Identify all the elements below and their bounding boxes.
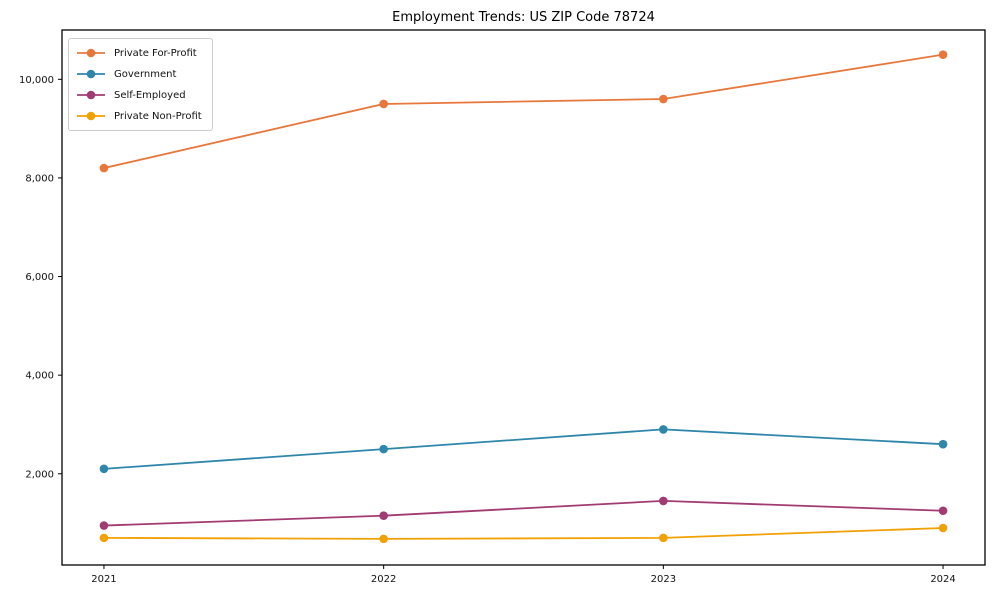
y-tick-label: 2,000 [25, 469, 54, 480]
data-point-private-non-profit-2023 [659, 533, 668, 543]
data-point-private-for-profit-2022 [379, 99, 388, 109]
series-line-private-non-profit [103, 527, 944, 540]
series-line-government [103, 428, 944, 470]
data-point-self-employed-2021 [99, 521, 109, 530]
legend-marker-icon [77, 69, 105, 79]
x-tick-label: 2022 [371, 574, 396, 585]
legend-marker-icon [77, 90, 105, 100]
chart-title: Employment Trends: US ZIP Code 78724 [392, 10, 655, 25]
data-point-government-2021 [99, 464, 109, 474]
data-point-government-2023 [659, 425, 668, 434]
data-point-government-2022 [379, 444, 388, 454]
legend-label: Government [114, 68, 177, 80]
data-point-self-employed-2022 [379, 511, 388, 520]
legend: Private For-Profit Government Self-Employe… [68, 38, 213, 131]
data-point-self-employed-2024 [938, 506, 948, 516]
y-tick-label: 4,000 [25, 371, 54, 382]
data-point-private-for-profit-2021 [99, 163, 109, 173]
series-line-private-for-profit [103, 53, 944, 169]
data-point-private-non-profit-2024 [938, 523, 948, 533]
legend-item-private-non-profit: Private Non-Profit [76, 108, 202, 124]
axes-frame [61, 29, 986, 566]
y-tick-label: 10,000 [19, 75, 54, 86]
x-tick-label: 2024 [930, 574, 955, 585]
data-point-self-employed-2023 [659, 496, 668, 506]
legend-label: Private Non-Profit [114, 110, 202, 122]
x-tick-label: 2023 [651, 574, 676, 585]
legend-item-self-employed: Self-Employed [76, 87, 202, 103]
legend-marker-icon [77, 111, 105, 121]
data-point-private-for-profit-2024 [938, 50, 948, 59]
y-tick-label: 8,000 [25, 173, 54, 184]
legend-label: Private For-Profit [114, 47, 197, 59]
legend-label: Self-Employed [114, 89, 186, 101]
series-line-self-employed [103, 499, 944, 527]
y-tick-label: 6,000 [25, 272, 54, 283]
data-point-government-2024 [938, 439, 948, 449]
legend-item-government: Government [76, 66, 202, 82]
x-tick-label: 2021 [91, 574, 116, 585]
data-point-private-non-profit-2021 [99, 533, 109, 543]
data-point-private-for-profit-2023 [659, 94, 668, 104]
data-point-private-non-profit-2022 [379, 534, 388, 544]
legend-marker-icon [77, 48, 105, 58]
legend-item-private-for-profit: Private For-Profit [76, 45, 202, 61]
